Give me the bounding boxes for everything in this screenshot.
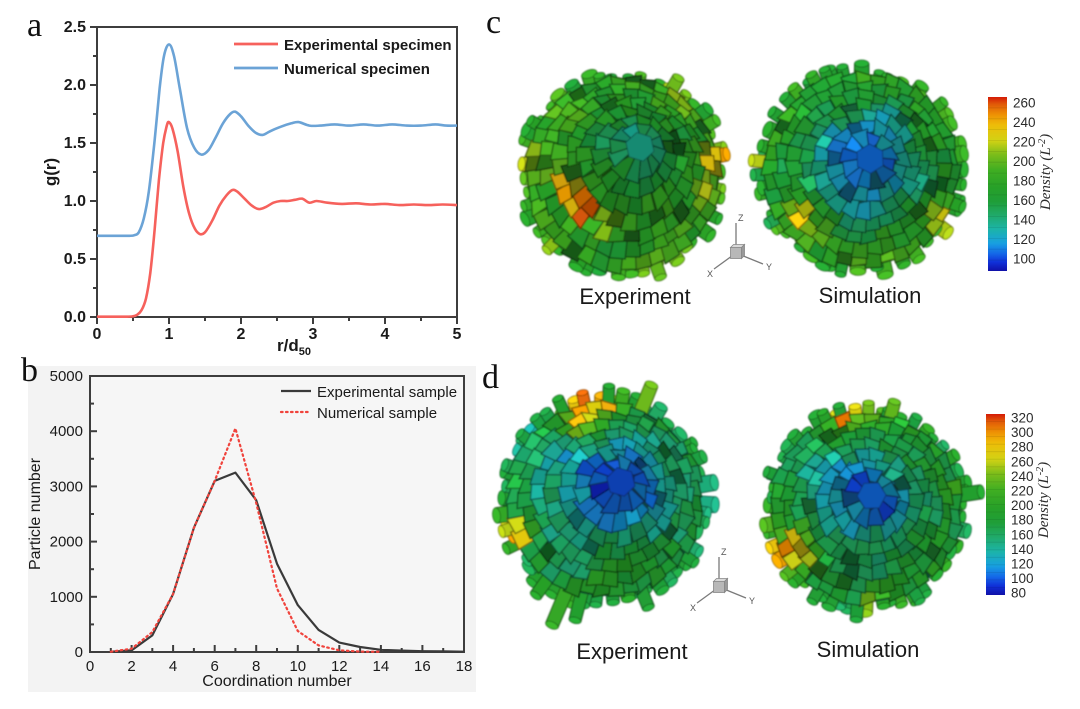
svg-text:120: 120 (1013, 232, 1036, 247)
svg-text:300: 300 (1011, 425, 1034, 440)
svg-text:16: 16 (414, 658, 431, 675)
svg-text:Simulation: Simulation (817, 637, 920, 662)
svg-text:12: 12 (331, 658, 348, 675)
svg-text:140: 140 (1013, 213, 1036, 228)
svg-text:Z: Z (738, 213, 744, 223)
svg-text:160: 160 (1011, 527, 1034, 542)
svg-text:220: 220 (1013, 135, 1036, 150)
svg-text:140: 140 (1011, 542, 1034, 557)
svg-text:100: 100 (1011, 571, 1034, 586)
svg-text:Y: Y (766, 262, 772, 272)
svg-text:3: 3 (309, 326, 318, 343)
svg-text:80: 80 (1011, 586, 1026, 601)
svg-text:5: 5 (453, 326, 462, 343)
svg-text:260: 260 (1011, 454, 1034, 469)
svg-text:Y: Y (749, 596, 755, 606)
svg-text:260: 260 (1013, 96, 1036, 111)
svg-text:X: X (690, 603, 696, 613)
svg-text:320: 320 (1011, 411, 1034, 426)
svg-text:6: 6 (211, 658, 219, 675)
svg-text:Experiment: Experiment (576, 639, 687, 664)
svg-text:180: 180 (1011, 513, 1034, 528)
svg-text:Experimental specimen: Experimental specimen (284, 37, 452, 54)
svg-text:120: 120 (1011, 557, 1034, 572)
svg-text:4: 4 (381, 326, 390, 343)
svg-text:0: 0 (93, 326, 102, 343)
svg-text:18: 18 (456, 658, 473, 675)
svg-text:Density (L-2): Density (L-2) (1035, 462, 1052, 539)
svg-text:Simulation: Simulation (819, 283, 922, 308)
svg-text:Numerical specimen: Numerical specimen (284, 61, 430, 78)
svg-text:Coordination number: Coordination number (202, 673, 352, 690)
svg-text:1.5: 1.5 (64, 135, 86, 152)
svg-text:1000: 1000 (50, 589, 83, 606)
svg-text:X: X (707, 269, 713, 279)
svg-text:Experiment: Experiment (579, 284, 690, 309)
svg-text:4000: 4000 (50, 423, 83, 440)
svg-text:240: 240 (1011, 469, 1034, 484)
svg-text:g(r): g(r) (41, 158, 60, 186)
svg-text:160: 160 (1013, 193, 1036, 208)
svg-text:200: 200 (1011, 498, 1034, 513)
svg-text:0.5: 0.5 (64, 251, 86, 268)
svg-text:2.0: 2.0 (64, 77, 86, 94)
svg-text:0: 0 (86, 658, 94, 675)
svg-text:5000: 5000 (50, 368, 83, 385)
svg-text:2: 2 (127, 658, 135, 675)
svg-text:100: 100 (1013, 252, 1036, 267)
svg-text:d: d (482, 359, 499, 396)
svg-text:c: c (486, 4, 501, 41)
svg-text:Experimental sample: Experimental sample (317, 384, 457, 401)
svg-text:180: 180 (1013, 174, 1036, 189)
svg-text:1.0: 1.0 (64, 193, 86, 210)
svg-text:0.0: 0.0 (64, 309, 86, 326)
svg-text:0: 0 (75, 644, 83, 661)
svg-text:240: 240 (1013, 115, 1036, 130)
svg-text:1: 1 (165, 326, 174, 343)
svg-text:a: a (27, 7, 42, 44)
svg-text:10: 10 (289, 658, 306, 675)
svg-text:220: 220 (1011, 484, 1034, 499)
svg-text:Numerical sample: Numerical sample (317, 405, 437, 422)
svg-text:Z: Z (721, 547, 727, 557)
svg-text:14: 14 (373, 658, 390, 675)
svg-text:2.5: 2.5 (64, 19, 86, 36)
svg-text:8: 8 (252, 658, 260, 675)
svg-text:2000: 2000 (50, 534, 83, 551)
svg-text:3000: 3000 (50, 478, 83, 495)
svg-text:Density (L-2): Density (L-2) (1037, 134, 1054, 211)
svg-text:200: 200 (1013, 154, 1036, 169)
svg-text:Particle number: Particle number (27, 457, 44, 570)
svg-text:2: 2 (237, 326, 246, 343)
svg-text:4: 4 (169, 658, 177, 675)
svg-text:280: 280 (1011, 440, 1034, 455)
svg-text:b: b (21, 352, 38, 389)
